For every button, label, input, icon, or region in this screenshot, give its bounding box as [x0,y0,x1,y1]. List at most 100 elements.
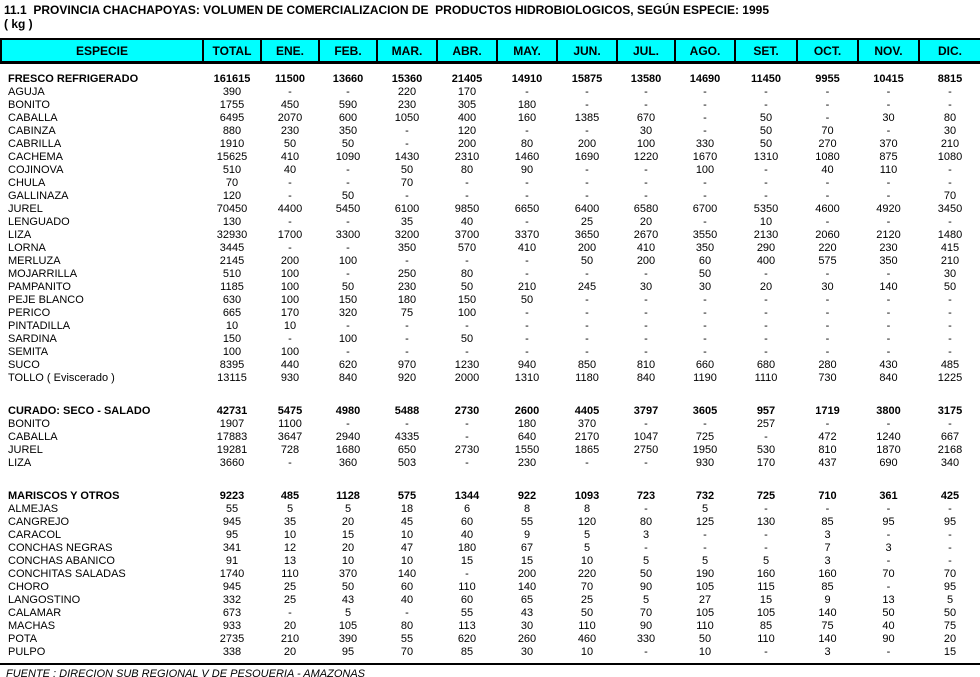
value-cell: 667 [940,431,960,443]
value-cell: - [405,138,409,150]
species-row: MERLUZA 2145 200 100 - - - 50 200 60 400 575 350 210 [1,255,980,268]
value-cell: 75 [821,620,834,632]
value-cell: 19281 [216,444,248,456]
value-cell: 15 [943,646,957,658]
value-cell: 1690 [574,151,600,163]
species-cell: LANGOSTINO [8,594,81,606]
value-cell: 15875 [571,73,603,85]
value-cell: - [948,164,952,176]
value-cell: 1190 [693,372,717,384]
value-cell: 1310 [753,151,779,163]
value-cell: 10 [341,555,355,567]
value-cell: 160 [517,112,537,124]
value-cell: 50 [759,125,773,137]
species-row: JUREL 70450 4400 5450 6100 9850 6650 6400 6580 67… [1,203,980,216]
value-cell: 5 [762,555,770,567]
value-cell: 510 [222,164,242,176]
value-cell: 1047 [633,431,659,443]
value-cell: 2060 [815,229,840,241]
value-cell: 1310 [514,372,540,384]
value-cell: 2730 [454,444,480,456]
value-cell: 100 [280,268,300,280]
value-cell: - [346,86,350,98]
section-total-row: FRESCO REFRIGERADO 161615 11500 13660 15360 2… [1,73,980,86]
value-cell: - [465,177,469,189]
value-cell: 940 [517,359,537,371]
value-cell: 922 [517,490,537,502]
value-cell: 730 [818,372,837,384]
species-cell: MOJARRILLA [8,268,78,280]
value-cell: 50 [341,190,355,202]
species-cell: CONCHITAS SALADAS [8,568,126,580]
value-cell: - [585,294,589,306]
value-cell: 85 [460,646,474,658]
value-cell: 40 [460,529,474,541]
value-cell: - [525,346,529,358]
value-cell: - [288,607,292,619]
value-cell: 945 [222,516,242,528]
value-cell: - [644,190,648,202]
value-cell: 400 [756,255,776,267]
value-cell: - [825,86,830,98]
value-cell: 100 [636,138,656,150]
species-cell: ALMEJAS [8,503,59,515]
value-cell: 15 [341,529,355,541]
value-cell: 320 [338,307,358,319]
value-cell: 27 [698,594,712,606]
species-cell: PERICO [8,307,51,319]
table-header: ESPECIE TOTAL ENE. FEB. MAR. ABR. MAY. JUN. JUL.… [0,38,980,64]
value-cell: 20 [283,620,297,632]
value-cell: 3647 [277,431,303,443]
value-cell: 90 [639,620,653,632]
value-cell: 9223 [219,490,245,502]
value-cell: - [703,294,707,306]
species-row: CHULA 70 - - 70 - - - - - - - - - [1,177,980,190]
species-row: POTA 2735 210 390 55 620 260 460 330 50 110 140 90 20 [1,633,980,646]
value-cell: 1093 [574,490,600,502]
value-cell: 270 [818,138,837,150]
value-cell: 200 [457,138,477,150]
value-cell: 6650 [514,203,540,215]
value-cell: 140 [879,281,898,293]
value-cell: 5 [344,503,352,515]
species-row: AGUJA 390 - - 220 170 - - - - - - - - [1,86,980,99]
value-cell: 620 [457,633,477,645]
value-cell: 1550 [514,444,540,456]
value-cell: 390 [338,633,358,645]
value-cell: - [764,503,768,515]
value-cell: - [948,294,952,306]
value-cell: 160 [756,568,776,580]
value-cell: 1230 [454,359,480,371]
value-cell: 690 [879,457,898,469]
value-cell: 4405 [574,405,600,417]
value-cell: - [703,216,707,228]
species-cell: CABALLA [8,112,58,124]
column-header-abr: ABR. [436,38,498,64]
value-cell: - [764,86,768,98]
value-cell: 150 [457,294,477,306]
value-cell: 11500 [275,73,305,85]
value-cell: - [644,86,648,98]
value-cell: 30 [520,620,534,632]
value-cell: 485 [940,359,960,371]
species-cell: SARDINA [8,333,57,345]
value-cell: 600 [338,112,358,124]
value-cell: - [644,164,648,176]
value-cell: 332 [222,594,242,606]
species-cell: SUCO [8,359,40,371]
value-cell: 920 [397,372,417,384]
value-cell: 4335 [394,431,420,443]
value-cell: 1670 [692,151,718,163]
value-cell: 10 [698,646,712,658]
value-cell: 110 [578,620,596,632]
value-cell: - [764,294,768,306]
value-cell: 70 [400,177,414,189]
value-cell: 2735 [219,633,245,645]
value-cell: 728 [280,444,300,456]
value-cell: 20 [639,216,653,228]
value-cell: - [825,268,830,280]
value-cell: 210 [517,281,537,293]
value-cell: - [465,568,469,580]
value-cell: 620 [338,359,358,371]
